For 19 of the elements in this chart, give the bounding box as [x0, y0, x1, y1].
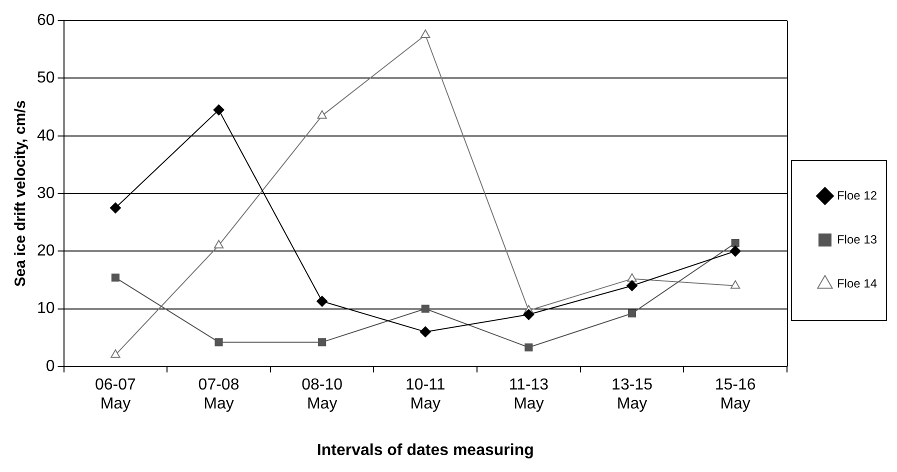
legend-label: Floe 14 [836, 276, 878, 290]
x-axis-title: Intervals of dates measuring [316, 442, 534, 459]
y-tick-label: 0 [46, 358, 55, 375]
y-tick-label: 10 [37, 300, 55, 318]
legend-label: Floe 12 [836, 188, 878, 202]
y-tick-label: 50 [37, 70, 55, 87]
x-tick-label: 13-15 May [612, 376, 653, 413]
x-tick-label: 08-10 May [302, 376, 343, 413]
y-axis-title: Sea ice drift velocity, cm/s [12, 100, 30, 287]
x-tick-label: 10-11 May [406, 376, 446, 413]
y-tick-label: 60 [37, 12, 55, 30]
y-tick-label: 30 [37, 184, 55, 202]
x-tick-label: 15-16 May [714, 376, 756, 413]
y-tick-label: 20 [37, 242, 55, 260]
x-tick-label: 07-08 May [198, 376, 240, 413]
x-tick-label: 11-13 May [508, 376, 549, 413]
y-tick-label: 40 [37, 127, 55, 144]
legend-label: Floe 13 [836, 232, 878, 246]
x-tick-label: 06-07 May [94, 376, 136, 413]
